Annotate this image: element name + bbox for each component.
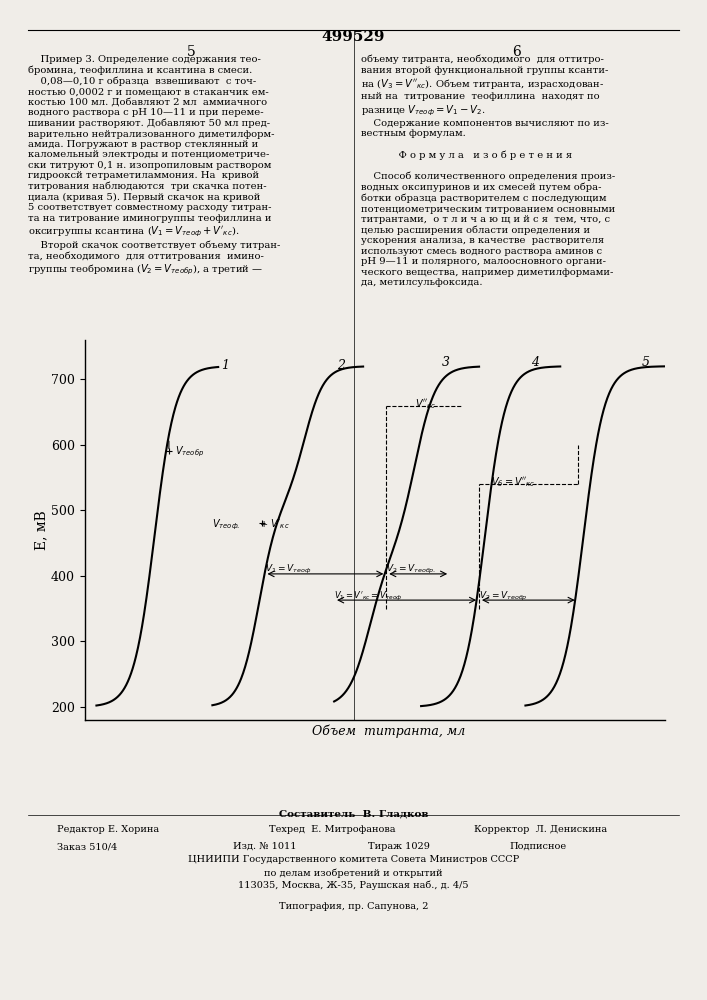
Text: $V''_{кс}$: $V''_{кс}$	[415, 397, 437, 411]
Text: Изд. № 1011: Изд. № 1011	[233, 842, 297, 851]
Text: $V_2=V_{теобр.}$: $V_2=V_{теобр.}$	[386, 563, 436, 576]
Text: 1: 1	[221, 359, 229, 372]
Text: $V_{теобр}$: $V_{теобр}$	[175, 445, 204, 459]
Text: $V_{теоф.}$: $V_{теоф.}$	[212, 517, 240, 532]
Text: Техред  Е. Митрофанова: Техред Е. Митрофанова	[269, 825, 395, 834]
Text: 5: 5	[641, 356, 650, 369]
Text: 499529: 499529	[322, 30, 385, 44]
Text: 113035, Москва, Ж-35, Раушская наб., д. 4/5: 113035, Москва, Ж-35, Раушская наб., д. …	[238, 881, 469, 890]
Text: Типография, пр. Сапунова, 2: Типография, пр. Сапунова, 2	[279, 902, 428, 911]
Text: + $V'_{кс}$: + $V'_{кс}$	[259, 517, 289, 531]
Text: Пример 3. Определение содержания тео-
бромина, теофиллина и ксантина в смеси.
  : Пример 3. Определение содержания тео- бр…	[28, 55, 281, 277]
Text: $V_2=V_{теобр}$: $V_2=V_{теобр}$	[479, 590, 527, 603]
Text: 5: 5	[187, 45, 195, 59]
Text: 2: 2	[337, 359, 345, 372]
Text: по делам изобретений и открытий: по делам изобретений и открытий	[264, 868, 443, 878]
Text: Объем  титранта, мл: Объем титранта, мл	[312, 725, 465, 738]
Text: $V_1=V_{теоф}$: $V_1=V_{теоф}$	[264, 563, 311, 576]
Text: Тираж 1029: Тираж 1029	[368, 842, 430, 851]
Text: Составитель  В. Гладков: Составитель В. Гладков	[279, 810, 428, 819]
Y-axis label: E, мВ: E, мВ	[35, 510, 48, 550]
Text: 4: 4	[531, 356, 539, 369]
Text: ЦНИИПИ Государственного комитета Совета Министров СССР: ЦНИИПИ Государственного комитета Совета …	[188, 855, 519, 864]
Text: Заказ 510/4: Заказ 510/4	[57, 842, 117, 851]
Text: 3: 3	[441, 356, 450, 369]
Text: объему титранта, необходимого  для оттитро-
вания второй функциональной группы к: объему титранта, необходимого для оттитр…	[361, 55, 615, 287]
Text: 6: 6	[512, 45, 520, 59]
Text: Корректор  Л. Денискина: Корректор Л. Денискина	[474, 825, 607, 834]
Text: Подписное: Подписное	[509, 842, 566, 851]
Text: $V_{б}=V''_{кс}$: $V_{б}=V''_{кс}$	[491, 475, 535, 489]
Text: $V_1=V'_{кс}=V_{теоф}$: $V_1=V'_{кс}=V_{теоф}$	[334, 590, 403, 603]
Text: Редактор Е. Хорина: Редактор Е. Хорина	[57, 825, 158, 834]
